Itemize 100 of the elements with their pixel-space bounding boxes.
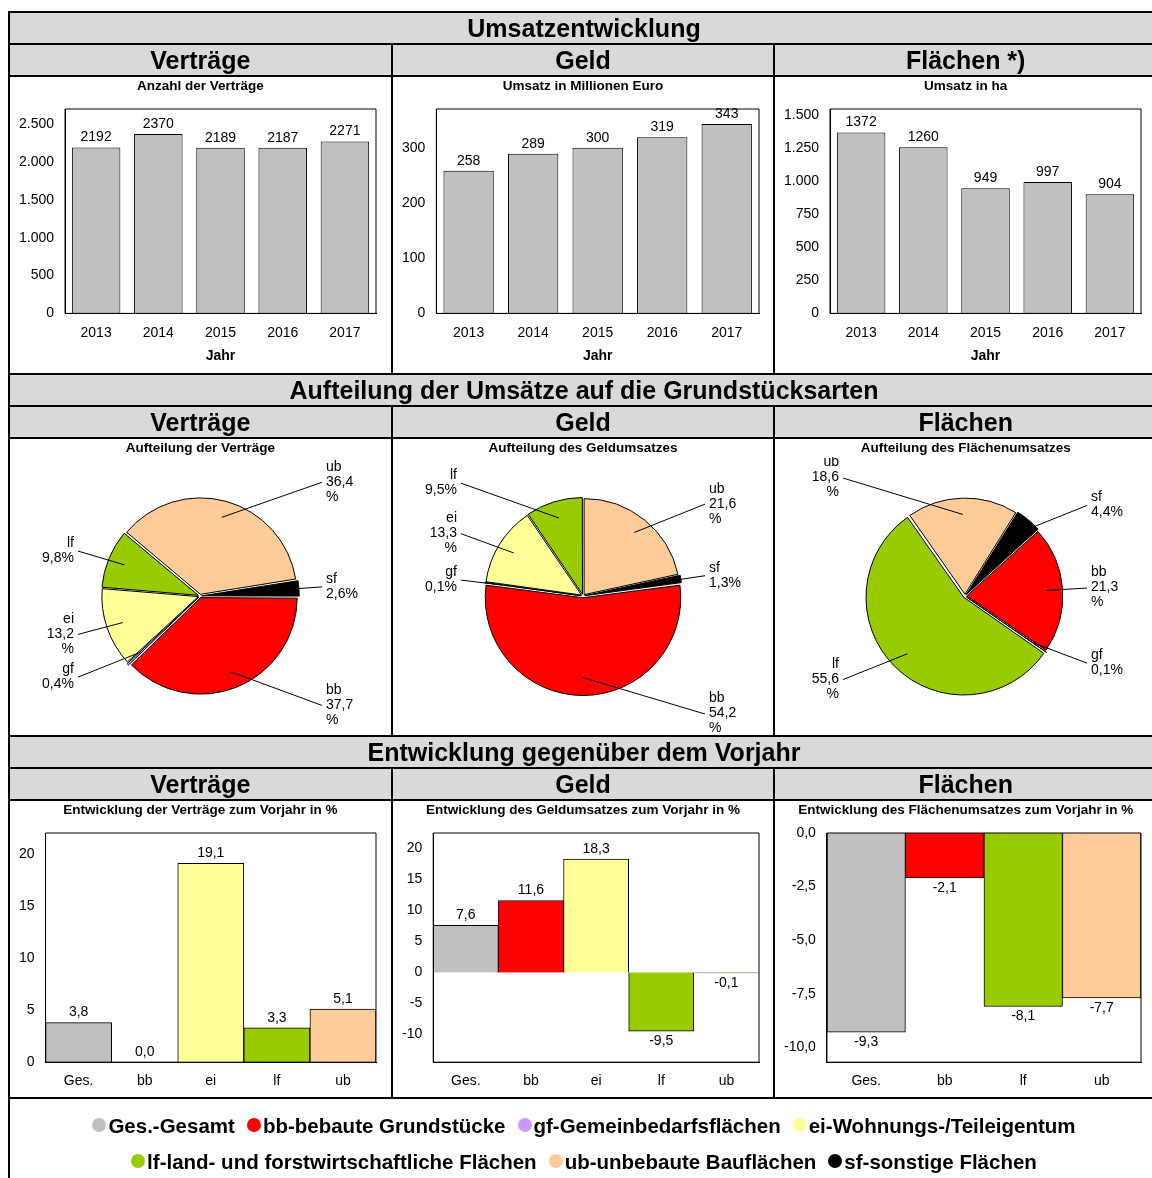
- x-tick-label: bb: [136, 1072, 153, 1089]
- x-tick-label: Ges.: [450, 1072, 481, 1089]
- x-tick-label: lf: [657, 1072, 665, 1089]
- x-tick-label: 2017: [1094, 323, 1127, 340]
- x-tick-label: 2015: [970, 323, 1002, 340]
- x-axis-title: Jahr: [205, 347, 236, 364]
- slice-label: bb: [326, 680, 342, 697]
- data-label: 2271: [329, 122, 361, 139]
- data-label: 3,3: [267, 1008, 287, 1025]
- y-tick-label: -5,0: [792, 930, 817, 947]
- x-tick-label: 2017: [329, 323, 361, 340]
- y-tick-label: 0,0: [796, 823, 817, 840]
- y-tick-label: 2.000: [18, 152, 55, 169]
- slice-label: ub: [326, 457, 342, 474]
- data-label: 7,6: [455, 906, 476, 923]
- x-tick-label: 2013: [845, 323, 878, 340]
- data-label: 37,7 %: [326, 695, 354, 727]
- data-label: -0,1: [714, 973, 739, 990]
- x-tick-label: 2016: [267, 323, 299, 340]
- data-label: 11,6: [517, 881, 544, 898]
- chart-subtitle: Umsatz in ha: [923, 77, 1009, 95]
- data-label: 343: [714, 104, 739, 121]
- y-tick-label: 750: [796, 205, 820, 222]
- x-tick-label: bb: [937, 1072, 954, 1089]
- y-tick-label: -2,5: [792, 877, 817, 894]
- slice-label: sf: [1091, 488, 1103, 505]
- y-tick-label: 500: [30, 266, 55, 283]
- data-label: 19,1: [197, 844, 225, 861]
- x-tick-label: Ges.: [63, 1072, 94, 1089]
- text: Umsatzentwicklung: [10, 13, 1152, 45]
- data-label: 2187: [267, 128, 299, 145]
- chart-title: Geld: [392, 45, 774, 77]
- y-tick-label: 1.500: [18, 190, 55, 207]
- y-tick-label: 1.000: [18, 228, 55, 245]
- chart-title: Flächen *): [775, 45, 1152, 77]
- y-tick-label: 300: [401, 138, 426, 155]
- data-label: 997: [1036, 162, 1060, 179]
- data-label: 13,3 %: [429, 524, 457, 556]
- y-tick-label: -10,0: [784, 1038, 817, 1055]
- data-label: 9,8%: [42, 548, 74, 565]
- y-tick-label: 0: [417, 304, 426, 321]
- slice-label: bb: [1091, 563, 1108, 580]
- slice-label: sf: [708, 558, 720, 575]
- text: Entwicklung gegenüber dem Vorjahr: [10, 737, 1152, 769]
- data-label: 36,4 %: [326, 472, 354, 504]
- data-label: 18,6 %: [812, 468, 840, 500]
- chart-subtitle: Aufteilung der Verträge: [124, 439, 276, 457]
- data-label: 1,3%: [708, 573, 741, 590]
- data-label: 55,6 %: [812, 669, 840, 701]
- x-tick-label: lf: [1020, 1072, 1028, 1089]
- y-tick-label: 15: [406, 870, 423, 887]
- y-tick-label: 10: [18, 948, 35, 965]
- x-tick-label: Ges.: [851, 1072, 882, 1089]
- data-label: 300: [585, 128, 610, 145]
- data-label: 2,6%: [326, 584, 358, 601]
- chart-subtitle: Aufteilung des Geldumsatzes: [487, 439, 679, 457]
- chart-title: Flächen: [775, 769, 1152, 801]
- data-label: -2,1: [932, 878, 958, 895]
- y-tick-label: 10: [406, 901, 423, 918]
- x-tick-label: 2016: [1032, 323, 1064, 340]
- y-tick-label: 500: [796, 238, 820, 255]
- data-label: 54,2 %: [708, 704, 737, 736]
- slice-label: bb: [708, 689, 725, 706]
- y-tick-label: 0: [811, 304, 820, 321]
- chart-subtitle: Aufteilung des Flächenumsatzes: [860, 440, 1071, 455]
- data-label: 21,6 %: [708, 494, 737, 526]
- slice-label: gf: [1091, 645, 1104, 662]
- slice-label: ei: [445, 509, 457, 526]
- x-tick-label: ub: [1094, 1072, 1111, 1089]
- y-tick-label: 20: [406, 839, 423, 856]
- chart-title: Verträge: [10, 45, 391, 77]
- data-label: 5,1: [333, 989, 353, 1006]
- text: Aufteilung der Umsätze auf die Grundstücksarten: [10, 375, 1152, 407]
- x-tick-label: ei: [590, 1072, 602, 1089]
- y-tick-label: 0: [46, 304, 55, 321]
- x-tick-label: 2014: [908, 323, 940, 340]
- y-tick-label: 250: [796, 271, 820, 288]
- category-label: bb-bebaute Grundstücke: [262, 1112, 506, 1139]
- category-label: gf-Gemeinbedarfsflächen: [533, 1112, 781, 1139]
- y-tick-label: 1.250: [784, 139, 820, 156]
- category-label: Ges.-Gesamt: [108, 1112, 235, 1139]
- slice-label: lf: [67, 533, 75, 550]
- x-tick-label: 2016: [646, 323, 678, 340]
- y-tick-label: 15: [18, 896, 35, 913]
- data-label: 2192: [80, 128, 112, 145]
- x-axis-title: Jahr: [971, 347, 1002, 364]
- data-label: 21,3 %: [1091, 578, 1119, 610]
- data-label: 1260: [908, 128, 940, 145]
- data-label: 289: [521, 134, 545, 151]
- category-label: sf-sonstige Flächen: [844, 1148, 1037, 1175]
- x-tick-label: 2015: [204, 323, 237, 340]
- data-label: 258: [456, 151, 481, 168]
- x-tick-label: 2014: [142, 323, 175, 340]
- data-label: -9,3: [854, 1033, 879, 1050]
- slice-label: lf: [449, 466, 457, 483]
- chart-title: Geld: [392, 769, 774, 801]
- category-label: ei-Wohnungs-/Teileigentum: [808, 1112, 1076, 1139]
- data-label: -9,5: [648, 1032, 674, 1049]
- y-tick-label: 5: [26, 1000, 35, 1017]
- data-label: 319: [650, 118, 674, 135]
